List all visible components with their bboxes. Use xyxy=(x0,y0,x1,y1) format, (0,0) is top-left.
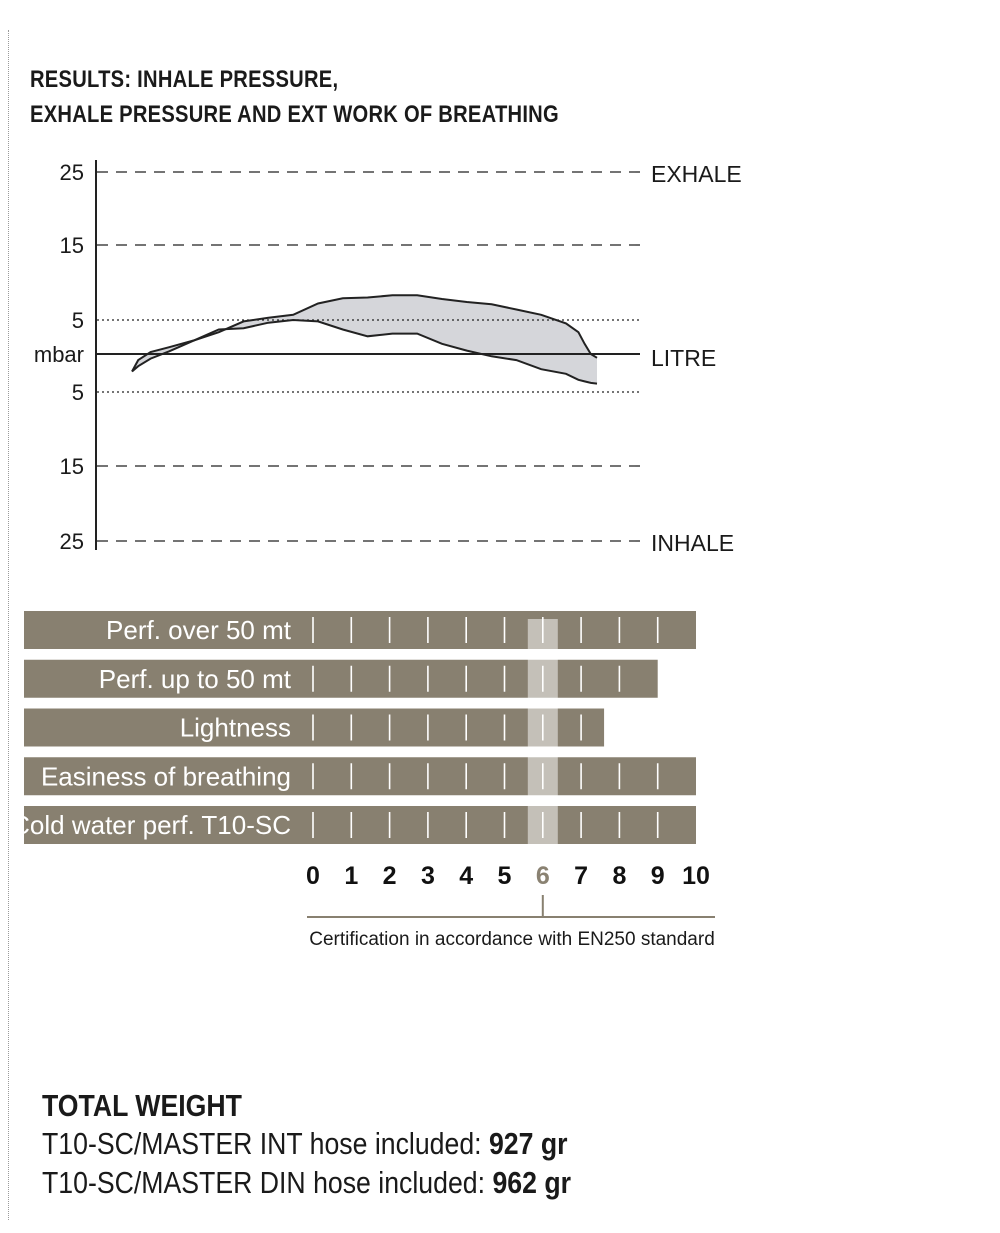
y-tick-label-5: 15 xyxy=(60,454,84,479)
page-left-border xyxy=(8,30,9,1220)
rating-bar-label-4: Cold water perf. T10-SC xyxy=(11,810,291,840)
y-tick-label-3: mbar xyxy=(34,342,84,367)
certification-note: Certification in accordance with EN250 s… xyxy=(309,929,715,950)
weight-int-value: 927 gr xyxy=(488,1126,568,1161)
scale-tick-1: 1 xyxy=(344,862,358,890)
scale-tick-10: 10 xyxy=(682,862,710,890)
weight-line-int: T10-SC/MASTER INT hose included: 927 gr xyxy=(42,1126,568,1162)
scale-tick-9: 9 xyxy=(651,862,665,890)
inhale-curve-line xyxy=(131,318,598,385)
rating-bar-0 xyxy=(24,611,696,649)
weight-din-label: T10-SC/MASTER DIN hose included: xyxy=(42,1165,486,1200)
y-tick-label-0: 25 xyxy=(60,160,84,185)
chart-title-line-1: RESULTS: INHALE PRESSURE, xyxy=(30,66,339,93)
weight-din-value: 962 gr xyxy=(492,1165,571,1200)
y-tick-label-2: 5 xyxy=(72,308,84,333)
label-exhale: EXHALE xyxy=(651,161,742,187)
rating-bar-3 xyxy=(24,757,696,796)
scale-tick-3: 3 xyxy=(421,862,435,890)
rating-bar-2 xyxy=(24,708,605,747)
scale-tick-5: 5 xyxy=(498,862,512,890)
rating-bar-label-1: Perf. up to 50 mt xyxy=(99,664,292,694)
highlight-band xyxy=(527,619,558,844)
weight-line-din: T10-SC/MASTER DIN hose included: 962 gr xyxy=(42,1165,571,1201)
label-inhale: INHALE xyxy=(651,530,734,556)
scale-tick-7: 7 xyxy=(574,862,588,890)
label-litre: LITRE xyxy=(651,345,716,371)
scale-tick-2: 2 xyxy=(383,862,397,890)
total-weight-title: TOTAL WEIGHT xyxy=(42,1088,242,1123)
y-tick-label-1: 15 xyxy=(60,233,84,258)
chart-title-line-2: EXHALE PRESSURE AND EXT WORK OF BREATHIN… xyxy=(30,101,559,128)
scale-tick-0: 0 xyxy=(306,862,320,890)
weight-int-label: T10-SC/MASTER INT hose included: xyxy=(42,1126,482,1161)
rating-bar-label-3: Easiness of breathing xyxy=(41,761,291,791)
scale-tick-6: 6 xyxy=(536,862,550,890)
rating-bar-4 xyxy=(24,806,696,844)
scale-tick-4: 4 xyxy=(459,862,473,890)
y-tick-label-4: 5 xyxy=(72,380,84,405)
y-tick-label-6: 25 xyxy=(60,529,84,554)
rating-bar-label-2: Lightness xyxy=(180,713,291,743)
work-of-breathing-area xyxy=(132,295,597,384)
rating-bar-label-0: Perf. over 50 mt xyxy=(106,615,292,645)
scale-tick-8: 8 xyxy=(612,862,626,890)
